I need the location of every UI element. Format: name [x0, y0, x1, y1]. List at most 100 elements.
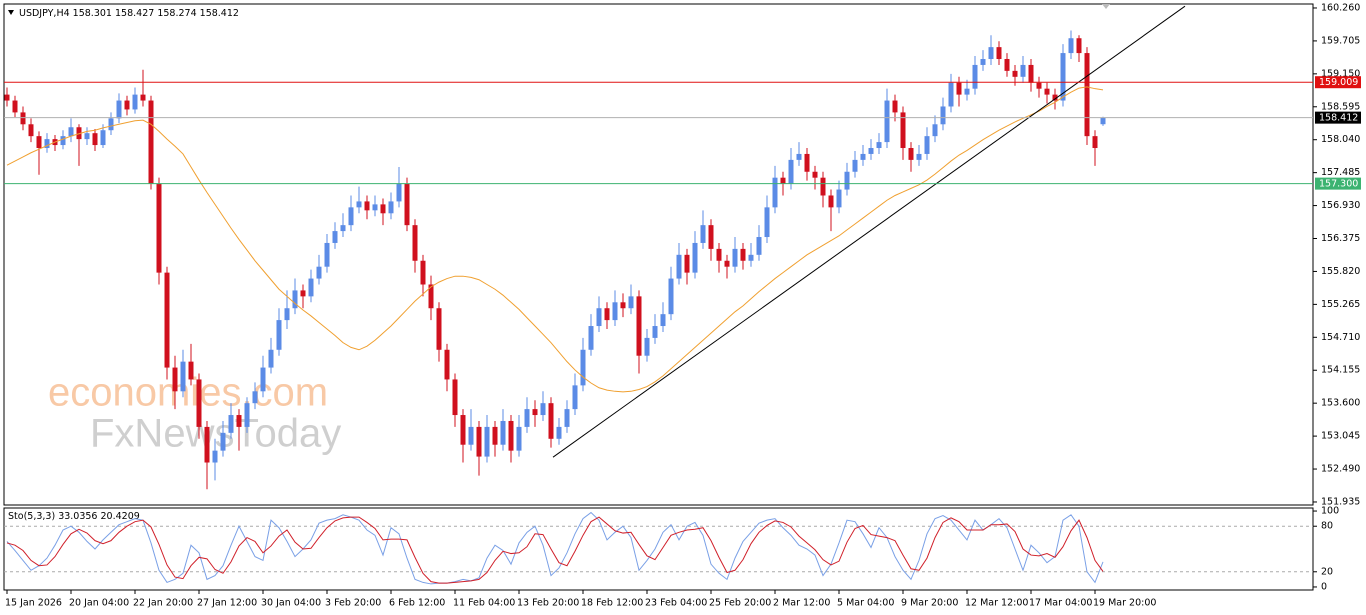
- candle-body: [412, 225, 418, 261]
- candle-body: [292, 290, 298, 309]
- candle-body: [420, 260, 426, 285]
- candle-body: [260, 367, 266, 392]
- candle-body: [388, 201, 394, 214]
- candle-body: [204, 426, 210, 463]
- symbol-menu-arrow: [8, 10, 14, 15]
- stoch-main-line: [6, 511, 1104, 585]
- candle-body: [156, 183, 162, 273]
- y-tick-label: 157.485: [1321, 167, 1360, 178]
- candle-body: [692, 242, 698, 273]
- candle-body: [716, 248, 722, 261]
- candle-body: [324, 242, 330, 267]
- candle-body: [1092, 136, 1098, 149]
- candle-body: [684, 254, 690, 273]
- stoch-tick-label: 20: [1321, 566, 1333, 577]
- x-tick-label: 5 Mar 04:00: [837, 598, 894, 609]
- candle-body: [596, 308, 602, 327]
- level-label: 159.009: [1319, 77, 1358, 88]
- candle-body: [484, 426, 490, 457]
- candle-body: [884, 100, 890, 143]
- candle-body: [436, 308, 442, 350]
- y-tick-label: 158.595: [1321, 101, 1360, 112]
- candle-body: [788, 159, 794, 184]
- x-tick-label: 12 Mar 12:00: [965, 598, 1028, 609]
- x-tick-label: 11 Feb 04:00: [453, 598, 515, 609]
- candle-body: [876, 142, 882, 149]
- price-label: 158.412: [1319, 113, 1358, 124]
- candle-body: [284, 308, 290, 321]
- candle-body: [796, 153, 802, 160]
- y-tick-label: 158.040: [1321, 134, 1360, 145]
- level-label-box: [1315, 177, 1361, 190]
- candle-body: [604, 308, 610, 321]
- candle-body: [588, 326, 594, 350]
- candle-body: [620, 302, 626, 309]
- x-tick-label: 15 Jan 2026: [5, 598, 62, 609]
- candle-body: [628, 296, 634, 309]
- candle-body: [268, 349, 274, 368]
- stoch-tick-label: 0: [1321, 581, 1327, 592]
- candle-body: [348, 207, 354, 226]
- stoch-tick-label: 80: [1321, 521, 1333, 532]
- candle-body: [660, 314, 666, 327]
- candle-body: [836, 189, 842, 208]
- y-tick-label: 156.930: [1321, 200, 1360, 211]
- x-tick-label: 20 Jan 04:00: [69, 598, 129, 609]
- candle-body: [172, 367, 178, 392]
- candle-body: [900, 112, 906, 149]
- open: 158.301: [73, 8, 112, 19]
- candle-body: [188, 361, 194, 380]
- candle-body: [252, 391, 258, 404]
- stoch-tick-label: 100: [1321, 506, 1339, 517]
- y-tick-label: 153.045: [1321, 431, 1360, 442]
- x-tick-label: 2 Mar 12:00: [773, 598, 830, 609]
- shift-marker: [1102, 4, 1110, 9]
- main-value: 33.0356: [58, 511, 97, 522]
- candle-body: [380, 204, 386, 214]
- candle-body: [1036, 82, 1042, 89]
- candle-body: [212, 450, 218, 463]
- stochastic-panel: [3, 507, 1314, 591]
- candle-body: [100, 130, 106, 146]
- candle-body: [612, 302, 618, 321]
- stoch-signal-line: [6, 516, 1104, 584]
- candle-body: [980, 59, 986, 65]
- candle-body: [756, 237, 762, 255]
- low: 158.274: [157, 8, 196, 19]
- stochastic-header: Sto(5,3,3) 33.0356 20.4209: [8, 511, 140, 522]
- candle-body: [1100, 117, 1106, 125]
- y-tick-label: 151.935: [1321, 496, 1360, 507]
- x-tick-label: 17 Mar 04:00: [1029, 598, 1092, 609]
- candle-body: [164, 272, 170, 368]
- watermark: FxNewsToday: [90, 412, 341, 456]
- candle-body: [316, 266, 322, 279]
- candle-body: [500, 420, 506, 445]
- x-tick-label: 30 Jan 04:00: [261, 598, 321, 609]
- candle-body: [108, 118, 114, 131]
- candle-body: [60, 136, 66, 146]
- candle-body: [636, 296, 642, 356]
- candle-body: [932, 124, 938, 137]
- candle-body: [236, 415, 242, 427]
- candle-body: [564, 409, 570, 427]
- candle-body: [892, 100, 898, 113]
- candle-body: [460, 415, 466, 445]
- candle-body: [132, 94, 138, 110]
- candle-body: [916, 153, 922, 160]
- candle-body: [828, 195, 834, 208]
- candle-body: [148, 100, 154, 184]
- candle-body: [572, 385, 578, 410]
- candle-body: [20, 112, 26, 125]
- candle-body: [924, 136, 930, 154]
- candle-body: [868, 148, 874, 154]
- candle-body: [492, 426, 498, 445]
- candle-body: [36, 136, 42, 149]
- candle-body: [532, 409, 538, 416]
- candle-body: [668, 278, 674, 315]
- x-tick-label: 18 Feb 12:00: [581, 598, 643, 609]
- candle-body: [1084, 53, 1090, 137]
- watermark: economies.com: [48, 371, 328, 415]
- level-label-box: [1315, 76, 1361, 89]
- candle-body: [276, 320, 282, 350]
- candle-body: [972, 64, 978, 89]
